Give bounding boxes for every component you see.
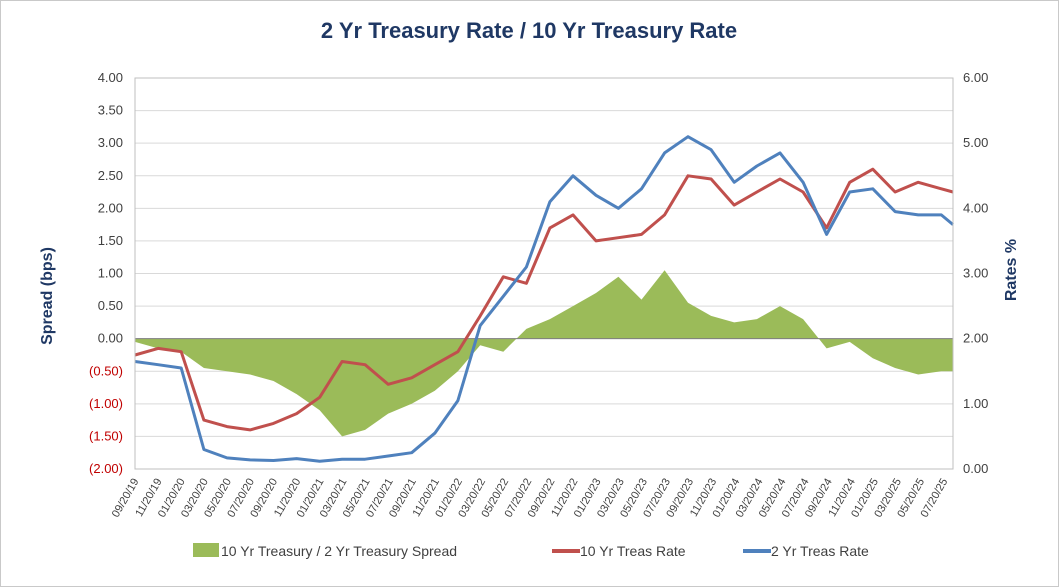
- axes: [134, 77, 954, 470]
- x-tick-labels: 09/20/1911/20/1901/20/2003/20/2005/20/20…: [110, 477, 951, 520]
- chart-title: 2 Yr Treasury Rate / 10 Yr Treasury Rate: [321, 18, 737, 43]
- left-axis-label: Spread (bps): [39, 247, 56, 345]
- right-y-tick-labels: 6.00 5.00 4.00 3.00 2.00 1.00 0.00: [963, 70, 988, 476]
- legend-spread-swatch: [193, 543, 219, 557]
- right-y-tick: 3.00: [963, 266, 988, 281]
- right-axis-label: Rates %: [1003, 239, 1020, 301]
- left-y-tick: 1.00: [98, 266, 123, 281]
- legend: 10 Yr Treasury / 2 Yr Treasury Spread 10 …: [193, 543, 869, 559]
- gridlines: [135, 77, 953, 470]
- left-y-tick: 0.50: [98, 298, 123, 313]
- right-y-tick: 6.00: [963, 70, 988, 85]
- right-y-tick: 2.00: [963, 331, 988, 346]
- left-y-tick: (1.00): [89, 396, 123, 411]
- left-y-tick: 4.00: [98, 70, 123, 85]
- right-y-tick: 0.00: [963, 461, 988, 476]
- left-y-tick: 2.50: [98, 168, 123, 183]
- left-y-tick: (2.00): [89, 461, 123, 476]
- legend-two-year-label: 2 Yr Treas Rate: [771, 543, 869, 559]
- left-y-tick-labels: 4.00 3.50 3.00 2.50 2.00 1.50 1.00 0.50 0.00 (0.5…: [89, 70, 123, 476]
- left-y-tick: 2.00: [98, 200, 123, 215]
- rate-line-series: [134, 135, 954, 463]
- spread-area-series: [135, 270, 953, 437]
- right-y-tick: 4.00: [963, 200, 988, 215]
- left-y-tick: 1.50: [98, 233, 123, 248]
- ten-year-rate-line: [134, 167, 954, 432]
- two-year-rate-line: [134, 135, 954, 463]
- left-y-tick: 3.50: [98, 103, 123, 118]
- legend-spread-label: 10 Yr Treasury / 2 Yr Treasury Spread: [221, 543, 457, 559]
- right-y-tick: 5.00: [963, 135, 988, 150]
- spread-area: [135, 270, 953, 437]
- left-y-tick: (0.50): [89, 363, 123, 378]
- left-y-tick: (1.50): [89, 428, 123, 443]
- right-y-tick: 1.00: [963, 396, 988, 411]
- left-y-tick: 3.00: [98, 135, 123, 150]
- legend-ten-year-label: 10 Yr Treas Rate: [580, 543, 686, 559]
- left-y-tick: 0.00: [98, 331, 123, 346]
- plot-area-border: [134, 77, 954, 470]
